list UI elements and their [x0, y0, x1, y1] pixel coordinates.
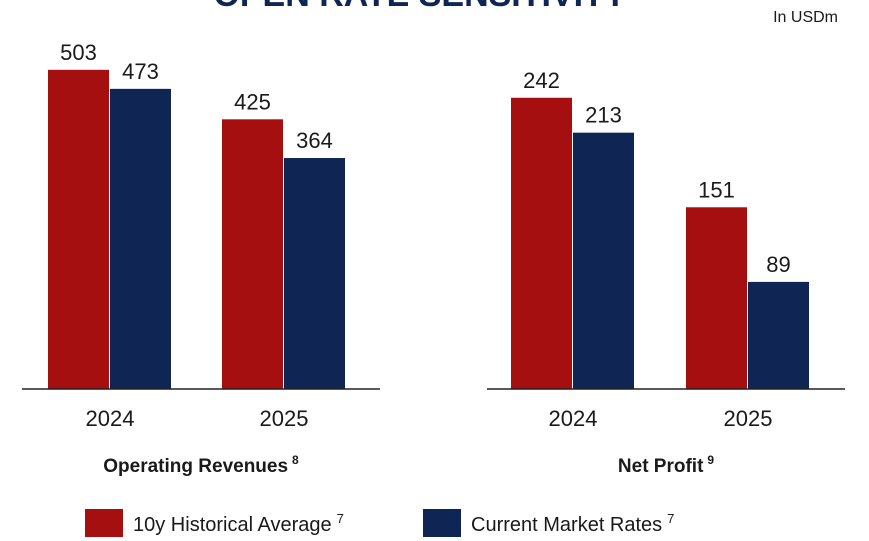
bar: [222, 119, 283, 390]
footnote: 7: [337, 511, 344, 526]
legend-swatch: [423, 509, 461, 537]
value-label: 242: [523, 68, 560, 93]
legend-label: Current Market Rates 7: [471, 511, 674, 536]
legend-swatch: [85, 509, 123, 537]
legend-name: Current Market Rates: [471, 514, 662, 536]
page-title: OPEN RATE SENSITIVITY: [213, 0, 626, 14]
value-label: 364: [296, 128, 333, 153]
x-tick-label: 2025: [260, 406, 309, 431]
chart-title-text: Operating Revenues: [103, 456, 288, 477]
x-tick-label: 2024: [86, 406, 135, 431]
unit-note: In USDm: [773, 9, 838, 26]
x-tick-label: 2024: [549, 406, 598, 431]
bar: [284, 158, 345, 389]
footnote: 9: [707, 453, 714, 467]
x-tick-label: 2025: [724, 406, 773, 431]
value-label: 503: [60, 40, 97, 65]
value-label: 213: [585, 103, 622, 128]
value-label: 425: [234, 89, 271, 114]
chart-title: Net Profit 9: [618, 453, 715, 477]
bar: [686, 207, 747, 389]
chart-title-text: Net Profit: [618, 456, 704, 477]
legend-name: 10y Historical Average: [133, 514, 332, 536]
chart-title: Operating Revenues 8: [103, 453, 299, 477]
footnote: 7: [667, 511, 674, 526]
bar: [748, 281, 809, 389]
bar: [511, 97, 572, 390]
value-label: 473: [122, 59, 159, 84]
value-label: 151: [698, 177, 735, 202]
value-label: 89: [766, 252, 790, 277]
bar: [48, 69, 109, 389]
bar: [573, 132, 634, 389]
legend-label: 10y Historical Average 7: [133, 511, 344, 536]
bar: [110, 88, 171, 390]
footnote: 8: [292, 453, 299, 467]
